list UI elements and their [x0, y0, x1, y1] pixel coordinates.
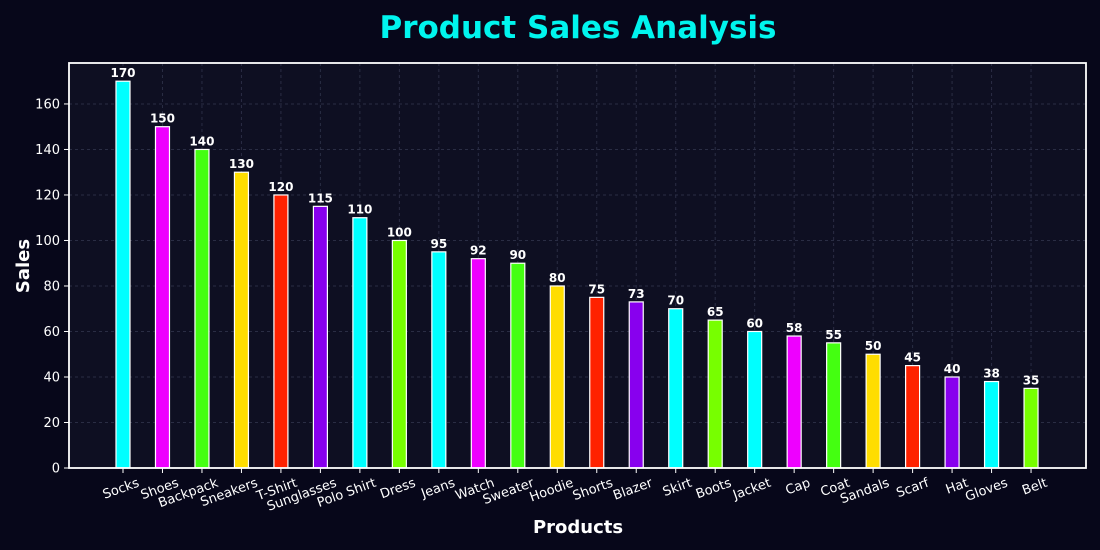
bar [549, 285, 565, 469]
data-label: 92 [470, 244, 487, 258]
data-label: 100 [387, 225, 412, 239]
y-tick-label: 120 [35, 188, 60, 203]
data-label: 150 [150, 112, 175, 126]
data-label: 40 [944, 362, 961, 376]
x-tick-label: Shorts [571, 476, 615, 504]
bar [115, 80, 131, 469]
x-tick-label: Jeans [418, 476, 457, 502]
x-axis-label: Products [533, 517, 623, 538]
data-label: 80 [549, 271, 566, 285]
plot-frame [68, 62, 1087, 469]
data-label: 90 [509, 248, 526, 262]
data-label: 110 [347, 203, 372, 217]
bar [904, 365, 921, 469]
bar [431, 251, 447, 469]
x-tick-label: Dress [378, 476, 418, 503]
bar [747, 330, 763, 469]
bar [865, 353, 881, 469]
bar [470, 258, 486, 469]
x-tick-label: Blazer [611, 475, 655, 503]
bar [391, 239, 407, 469]
x-tick-label: Skirt [661, 476, 694, 500]
bar [786, 335, 802, 469]
data-label: 35 [1023, 373, 1040, 387]
plot-area [69, 63, 1086, 468]
y-tick-label: 100 [35, 234, 60, 249]
x-tick-label: Hat [944, 476, 971, 498]
y-axis-ticks: 0 20 40 60 80 100 120 140 160 [35, 97, 69, 477]
data-label: 170 [110, 66, 135, 80]
y-axis-label: Sales [13, 239, 34, 293]
bar [668, 308, 684, 469]
bar [944, 376, 960, 469]
data-label: 58 [786, 321, 803, 335]
y-tick-label: 80 [43, 279, 60, 294]
y-tick-label: 0 [52, 462, 60, 477]
bar [707, 319, 723, 469]
y-tick-label: 160 [35, 97, 60, 112]
bar [312, 205, 328, 469]
bar [826, 342, 842, 469]
bar [194, 148, 210, 469]
data-label: 73 [628, 287, 645, 301]
bar [510, 262, 526, 469]
bar [1023, 387, 1039, 469]
bar [273, 194, 289, 469]
x-tick-label: Gloves [963, 476, 1010, 505]
data-label: 140 [189, 134, 214, 148]
x-tick-label: Belt [1020, 476, 1049, 499]
x-tick-label: Hoodie [528, 476, 576, 506]
chart-title: Product Sales Analysis [379, 10, 776, 46]
bar [233, 171, 250, 469]
data-label: 65 [707, 305, 724, 319]
data-labels: 170 150 140 130 120 115 110 100 95 92 90 80 75 73 70 65… [68, 62, 1087, 469]
y-tick-label: 60 [43, 325, 60, 340]
data-label: 45 [904, 351, 921, 365]
bar [589, 296, 605, 469]
data-label: 115 [308, 191, 333, 205]
data-label: 120 [268, 180, 293, 194]
data-label: 38 [983, 367, 1000, 381]
y-tick-label: 40 [43, 370, 60, 385]
data-label: 130 [229, 157, 254, 171]
x-tick-label: Boots [694, 476, 734, 503]
data-label: 55 [825, 328, 842, 342]
y-tick-label: 140 [35, 143, 60, 158]
data-label: 70 [667, 294, 684, 308]
bar [352, 217, 368, 469]
bar [628, 301, 644, 469]
data-label: 95 [430, 237, 447, 251]
bar [154, 126, 171, 469]
data-label: 60 [746, 316, 763, 330]
x-tick-label: Socks [101, 476, 142, 503]
bar [983, 380, 1000, 469]
x-tick-label: Cap [784, 476, 813, 499]
data-label: 75 [588, 282, 605, 296]
bars [115, 80, 1039, 469]
x-tick-label: Scarf [895, 476, 932, 502]
y-tick-label: 20 [43, 416, 60, 431]
x-tick-label: Jacket [730, 476, 773, 504]
data-label: 50 [865, 339, 882, 353]
plot-background [69, 63, 1086, 468]
x-axis-ticks: SocksShoesBackpackSneakersT-ShirtSunglas… [101, 468, 1049, 515]
